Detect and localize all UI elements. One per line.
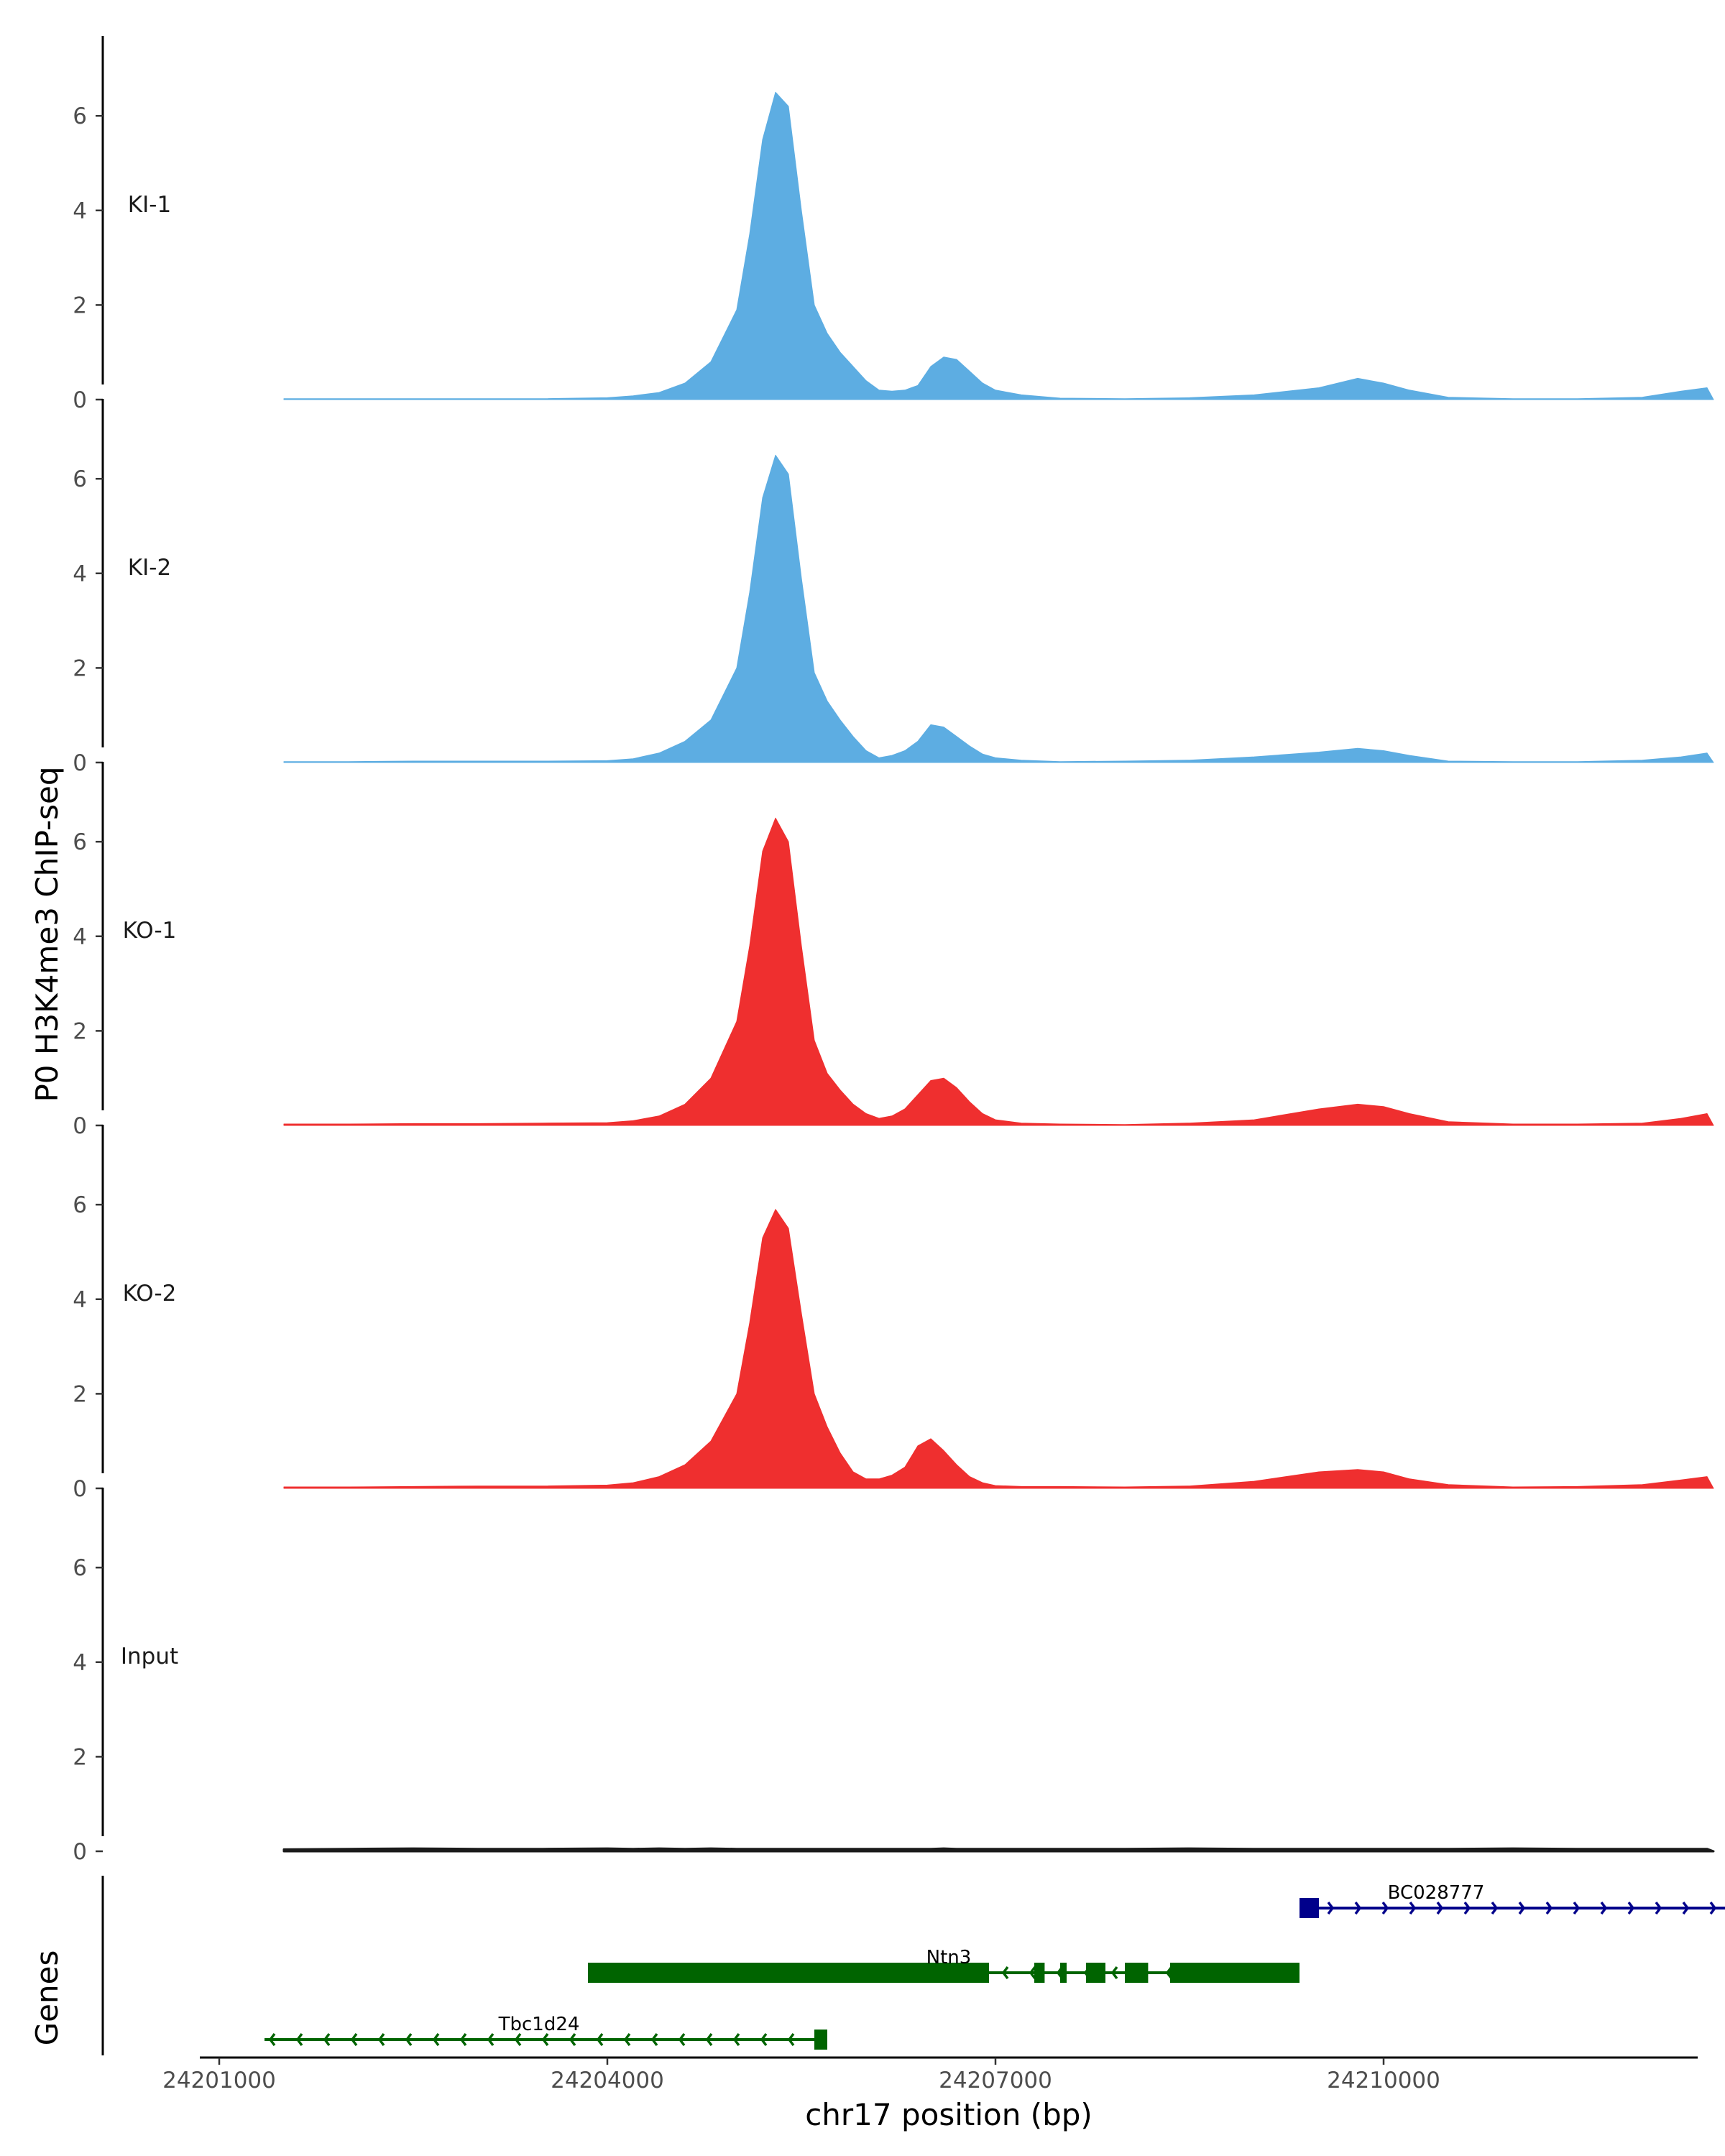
strand-arrow-icon xyxy=(787,2032,795,2047)
strand-arrow-icon xyxy=(678,2032,686,2047)
strand-arrow-icon xyxy=(623,2032,631,2047)
strand-arrow-icon xyxy=(541,2032,549,2047)
coverage-area-input xyxy=(282,1847,1715,1853)
strand-arrow-icon xyxy=(1463,1901,1471,1915)
strand-arrow-icon xyxy=(1409,1901,1417,1915)
strand-arrow-icon xyxy=(1110,1966,1118,1980)
gene-exon xyxy=(1086,1963,1105,1983)
gene-exon xyxy=(1034,1963,1045,1983)
strand-arrow-icon xyxy=(732,2032,740,2047)
track-input: 0 2 4 6 Input xyxy=(73,1488,1715,1865)
strand-arrow-icon xyxy=(760,2032,768,2047)
x-tick-label: 24207000 xyxy=(939,2068,1052,2093)
x-tick-label: 24204000 xyxy=(551,2068,664,2093)
strand-arrow-icon xyxy=(405,2032,413,2047)
y-tick-label: 2 xyxy=(73,1018,87,1044)
strand-arrow-icon xyxy=(350,2032,358,2047)
y-tick-label: 6 xyxy=(73,103,87,129)
y-tick-label: 0 xyxy=(73,1839,87,1865)
coverage-area-ki-2 xyxy=(283,454,1714,763)
gene-label: Tbc1d24 xyxy=(498,2014,580,2035)
x-tick-label: 24201000 xyxy=(162,2068,276,2093)
y-tick-label: 6 xyxy=(73,466,87,492)
track-label: Input xyxy=(121,1644,178,1669)
strand-arrow-icon xyxy=(514,2032,522,2047)
strand-arrow-icon xyxy=(596,2032,604,2047)
strand-arrow-icon xyxy=(1491,1901,1499,1915)
y-tick-label: 6 xyxy=(73,1555,87,1581)
genes-panel: BC028777 Ntn3 Tbc1d24 xyxy=(101,1876,1725,2055)
strand-arrow-icon xyxy=(650,2032,658,2047)
strand-arrow-icon xyxy=(1381,1901,1389,1915)
gene-exon xyxy=(1170,1963,1300,1983)
gene-ntn3: Ntn3 xyxy=(588,1947,1300,1983)
strand-arrow-icon xyxy=(1354,1901,1362,1915)
strand-arrow-icon xyxy=(569,2032,576,2047)
track-ko-2: 0 2 4 6 KO-2 xyxy=(73,1125,1714,1502)
y-tick-label: 4 xyxy=(73,1650,87,1676)
strand-arrow-icon xyxy=(1600,1901,1608,1915)
strand-arrow-icon xyxy=(1709,1901,1717,1915)
y-tick-label: 2 xyxy=(73,1381,87,1407)
strand-arrow-icon xyxy=(1518,1901,1526,1915)
strand-arrow-icon xyxy=(432,2032,440,2047)
strand-arrow-icon xyxy=(1655,1901,1662,1915)
track-label: KI-1 xyxy=(128,192,171,218)
y-tick-label: 2 xyxy=(73,655,87,681)
y-tick-label: 4 xyxy=(73,924,87,950)
gene-label: Ntn3 xyxy=(926,1947,972,1968)
coverage-area-ko-1 xyxy=(283,817,1714,1126)
coverage-area-ko-2 xyxy=(283,1209,1714,1489)
strand-arrow-icon xyxy=(1573,1901,1581,1915)
gene-label: BC028777 xyxy=(1388,1882,1485,1904)
track-ki-1: 0 2 4 6 KI-1 xyxy=(73,36,1714,413)
strand-arrow-icon xyxy=(295,2032,303,2047)
coverage-area-ki-1 xyxy=(283,91,1714,400)
track-ki-2: 0 2 4 6 KI-2 xyxy=(73,399,1714,776)
strand-arrow-icon xyxy=(1001,1966,1009,1980)
strand-arrow-icon xyxy=(487,2032,494,2047)
coverage-tracks: 0 2 4 6 KI-1 0 2 4 6 KI-2 0 2 4 6 KO-1 0 2 4 6 KO-2 0 2 4 6 Inpu… xyxy=(73,36,1715,1865)
track-label: KO-1 xyxy=(123,918,177,944)
y-tick-label: 0 xyxy=(73,1476,87,1502)
gene-exon xyxy=(1060,1963,1067,1983)
y-tick-label: 2 xyxy=(73,292,87,318)
y-tick-label: 0 xyxy=(73,387,87,413)
strand-arrow-icon xyxy=(1545,1901,1553,1915)
y-axis-title: P0 H3K4me3 ChIP-seq xyxy=(29,766,65,1102)
y-tick-label: 0 xyxy=(73,750,87,776)
strand-arrow-icon xyxy=(705,2032,713,2047)
strand-arrow-icon xyxy=(1029,1966,1036,1980)
y-tick-label: 0 xyxy=(73,1113,87,1139)
y-tick-label: 2 xyxy=(73,1744,87,1770)
track-label: KO-2 xyxy=(123,1281,177,1307)
x-tick-label: 24210000 xyxy=(1327,2068,1440,2093)
gene-exon xyxy=(1125,1963,1149,1983)
strand-arrow-icon xyxy=(459,2032,467,2047)
x-axis-title: chr17 position (bp) xyxy=(805,2097,1092,2132)
strand-arrow-icon xyxy=(377,2032,385,2047)
strand-arrow-icon xyxy=(268,2032,276,2047)
track-label: KI-2 xyxy=(128,555,171,581)
strand-arrow-icon xyxy=(1682,1901,1690,1915)
strand-arrow-icon xyxy=(1327,1901,1335,1915)
gene-bc028777: BC028777 xyxy=(1300,1882,1725,1918)
x-axis: 24201000 24204000 24207000 24210000 xyxy=(162,2056,1698,2093)
track-ko-1: 0 2 4 6 KO-1 xyxy=(73,762,1714,1139)
y-tick-label: 4 xyxy=(73,1287,87,1313)
strand-arrow-icon xyxy=(1436,1901,1444,1915)
genes-axis-title: Genes xyxy=(29,1950,65,2046)
strand-arrow-icon xyxy=(1627,1901,1635,1915)
y-tick-label: 4 xyxy=(73,561,87,587)
strand-arrow-icon xyxy=(323,2032,331,2047)
y-tick-label: 4 xyxy=(73,198,87,224)
y-tick-label: 6 xyxy=(73,1192,87,1218)
gene-exon xyxy=(588,1963,989,1983)
y-tick-label: 6 xyxy=(73,829,87,855)
gene-exon xyxy=(1300,1898,1319,1918)
gene-tbc1d24: Tbc1d24 xyxy=(264,2014,827,2050)
gene-exon xyxy=(814,2030,827,2050)
